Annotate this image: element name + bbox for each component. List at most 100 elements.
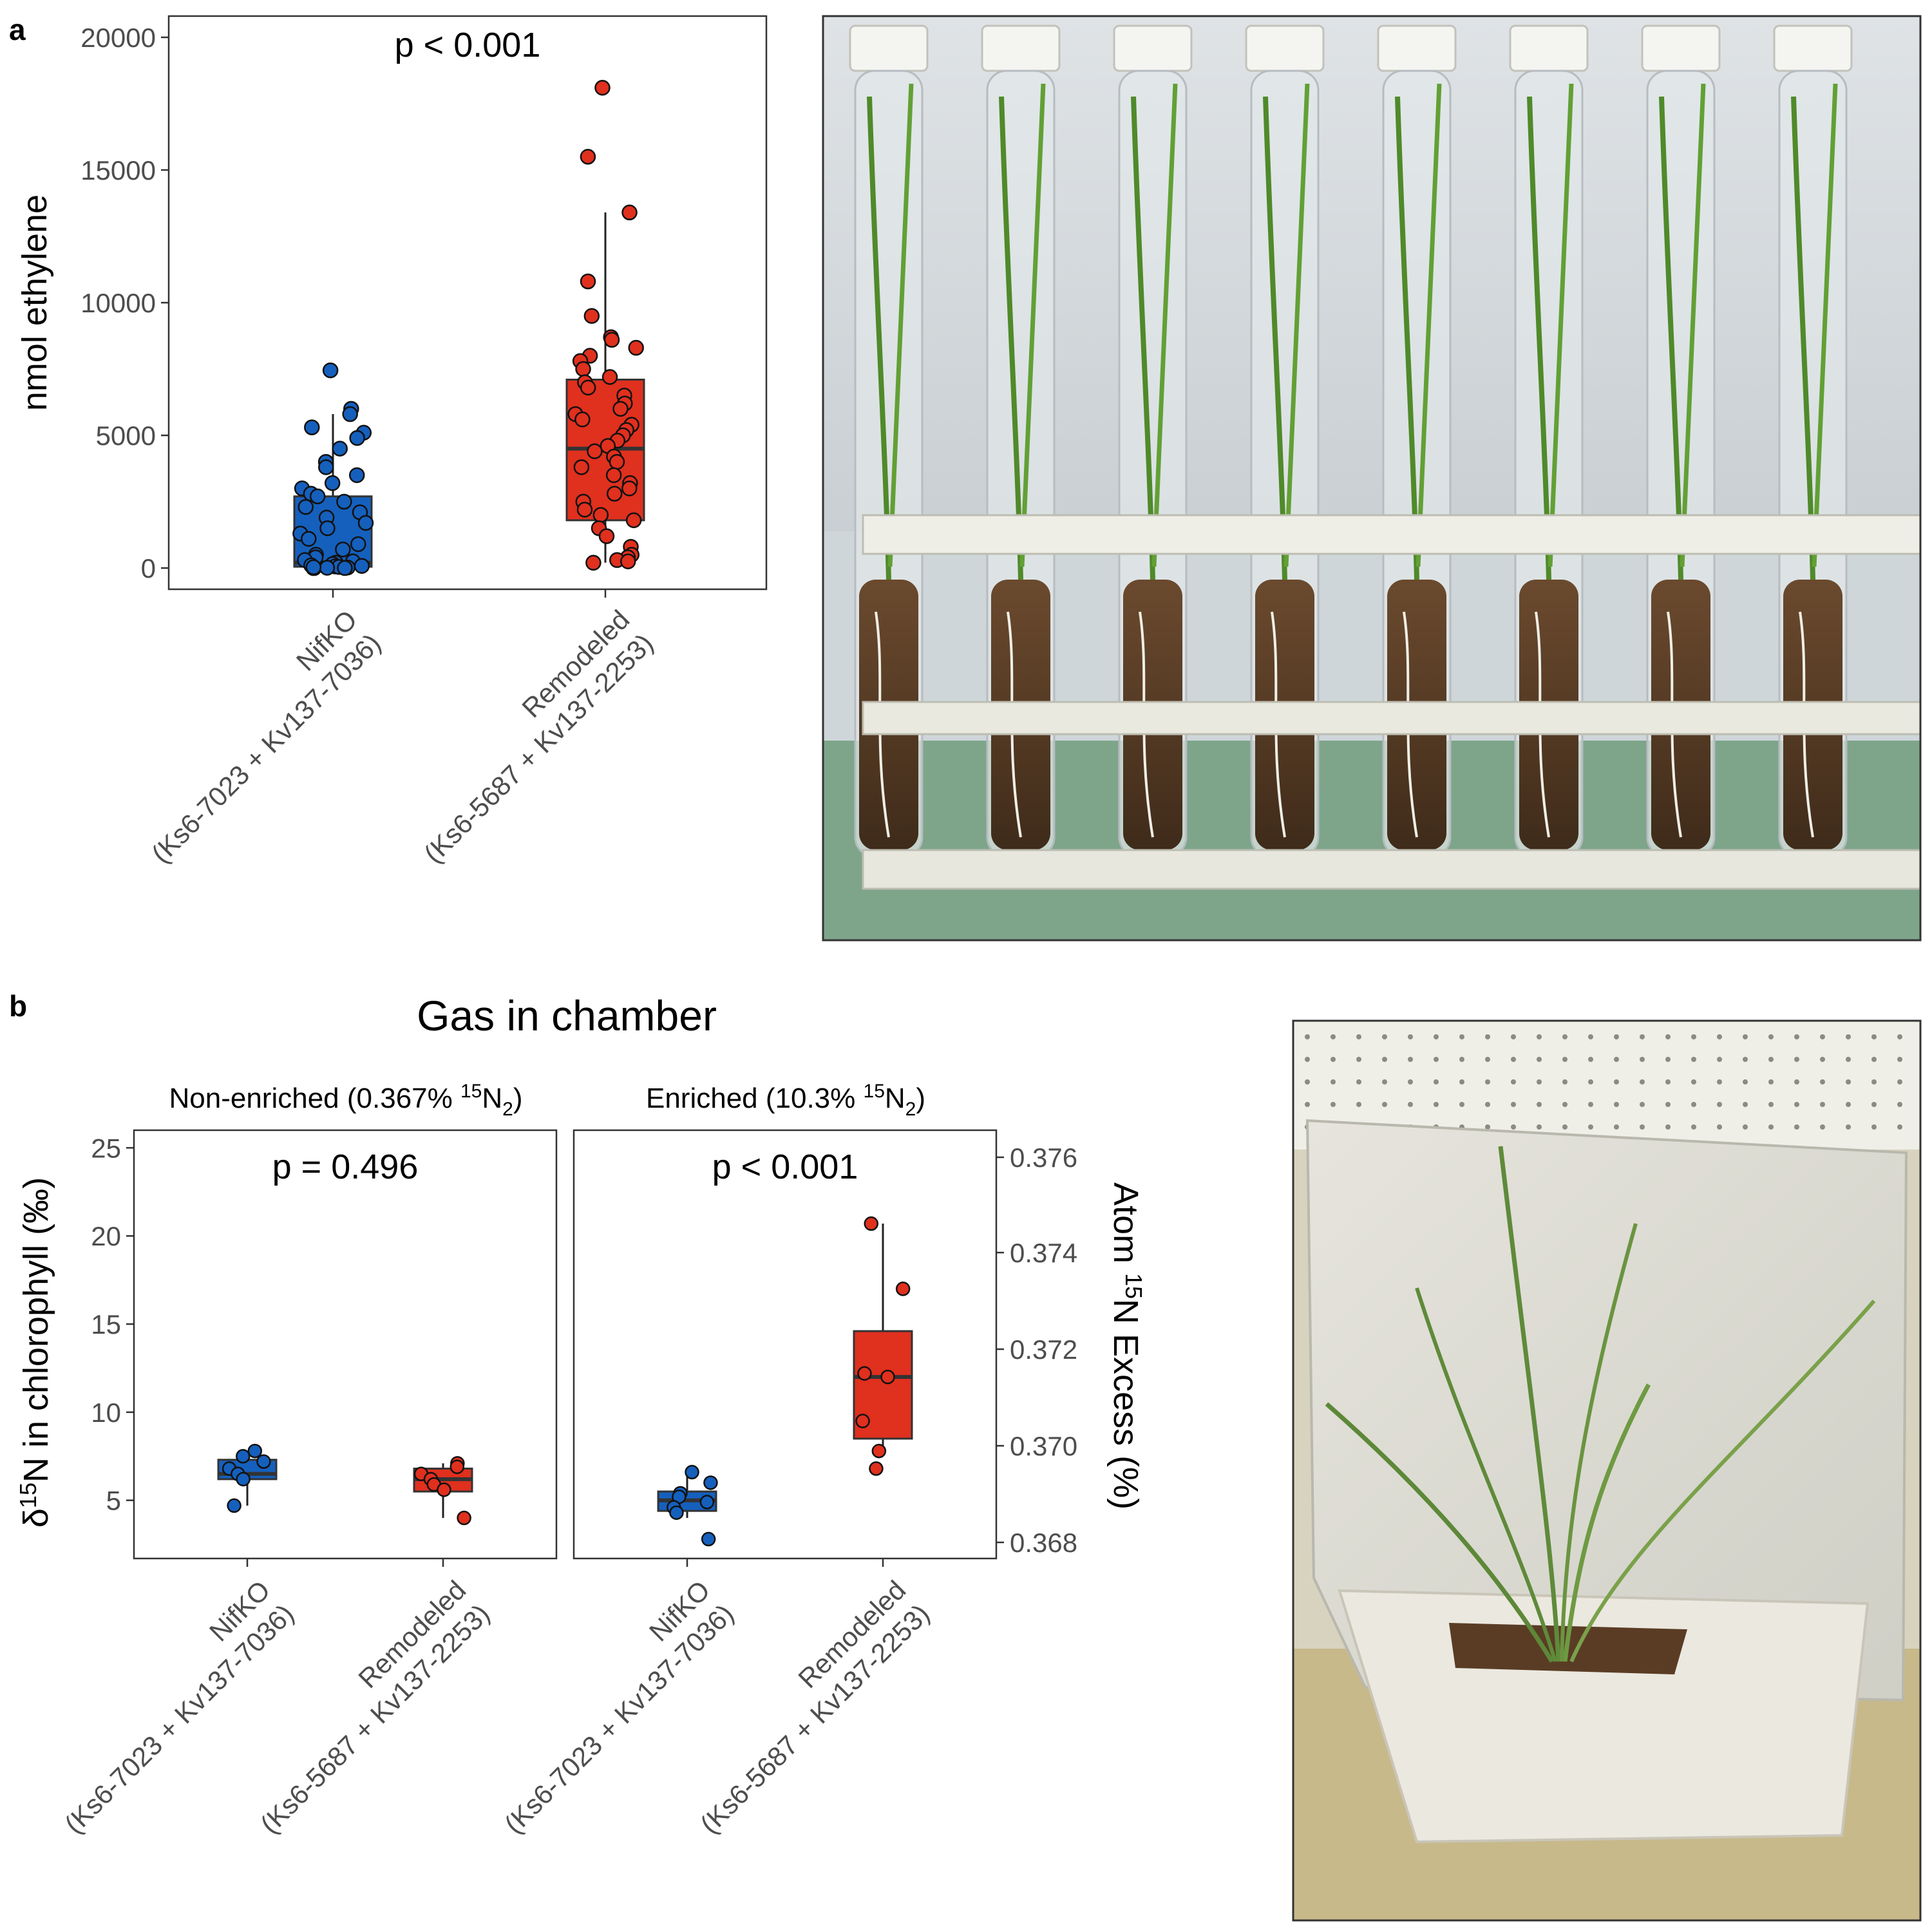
facet-label-non-enriched: Non-enriched (0.367% 15N2) bbox=[169, 1081, 523, 1120]
panel-a-remodeled-point bbox=[574, 412, 591, 428]
panel-a-remodeled-point bbox=[575, 361, 591, 377]
panel-a-x-labels: NifKO(Ks6-7023 + Kv137-7036) Remodeled(Ks… bbox=[122, 589, 659, 869]
panel-b-title: Gas in chamber bbox=[417, 992, 717, 1039]
tube-rack-photo bbox=[822, 15, 1922, 942]
panel-a-nifko-point bbox=[354, 558, 370, 574]
panel-a-remodeled-point bbox=[580, 149, 596, 165]
panel-a-nifko-point bbox=[305, 559, 322, 576]
panel-a-remodeled-point bbox=[601, 369, 618, 385]
panel-a-remodeled-point bbox=[580, 379, 596, 396]
panel-a-nifko-point bbox=[348, 467, 365, 484]
panel-a-remodeled-point bbox=[606, 486, 623, 502]
panel-b-right-y-tick-label: 0.376 bbox=[1010, 1142, 1077, 1173]
panel-a-remodeled-x-label: Remodeled(Ks6-5687 + Kv137-2253) bbox=[394, 604, 659, 869]
panel-b-non-enriched-remodeled-point bbox=[437, 1482, 451, 1497]
panel-a-remodeled-point bbox=[612, 401, 629, 417]
panel-a-nifko-point bbox=[309, 488, 326, 505]
panel-a-remodeled-point bbox=[576, 502, 593, 518]
growth-chamber-photo bbox=[1292, 1019, 1922, 1922]
panel-a-nifko-point bbox=[335, 541, 351, 558]
facet-non-enriched-p-value: p = 0.496 bbox=[272, 1148, 419, 1186]
panel-a-nifko-point bbox=[298, 499, 314, 515]
panel-a-nifko-point bbox=[301, 531, 317, 547]
panel-b-enriched-remodeled-point bbox=[857, 1366, 872, 1381]
panel-a-nifko-point bbox=[349, 430, 365, 446]
panel-a-p-value: p < 0.001 bbox=[395, 26, 541, 64]
panel-b-enriched-remodeled-point bbox=[880, 1369, 895, 1385]
panel-b-right-y-tick-label: 0.372 bbox=[1010, 1334, 1077, 1365]
panel-a-nifko-x-label: NifKO(Ks6-7023 + Kv137-7036) bbox=[122, 604, 386, 869]
panel-a-nifko-point bbox=[332, 440, 348, 457]
panel-b-left-y-tick-label: 20 bbox=[91, 1221, 121, 1251]
panel-a-y-tick-label: 5000 bbox=[96, 421, 156, 451]
panel-a-chart: a p < 0.001 nmol ethylene 0 5000 10000 1500… bbox=[9, 13, 768, 869]
panel-a-nifko-point bbox=[336, 493, 352, 510]
panel-b-enriched-remodeled-point bbox=[871, 1443, 887, 1459]
panel-b-non-enriched-nifko-point bbox=[247, 1443, 263, 1459]
panel-b-enriched-nifko-point bbox=[699, 1495, 715, 1510]
panel-a-remodeled-point bbox=[625, 512, 642, 529]
facet-frame-enriched bbox=[573, 1129, 998, 1560]
panel-a-remodeled-point bbox=[621, 480, 638, 497]
panel-b-enriched-nifko-point bbox=[703, 1475, 718, 1490]
panel-a-nifko-point bbox=[324, 475, 341, 491]
panel-b-enriched-remodeled-point bbox=[864, 1216, 879, 1231]
panel-a-y-tick-label: 15000 bbox=[80, 155, 156, 185]
panel-a-remodeled-point bbox=[580, 273, 596, 290]
panel-a-remodeled-point bbox=[592, 507, 609, 523]
panel-a-nifko-point bbox=[337, 560, 353, 576]
panel-b-non-enriched-remodeled-point bbox=[450, 1459, 465, 1474]
panel-a-y-tick-label: 20000 bbox=[80, 23, 156, 53]
panel-a-remodeled-point bbox=[609, 453, 625, 470]
panel-b-right-y-tick-label: 0.368 bbox=[1010, 1528, 1077, 1558]
panel-b-enriched-remodeled-point bbox=[855, 1414, 870, 1428]
panel-a-remodeled-point bbox=[585, 554, 601, 571]
facet-label-enriched: Enriched (10.3% 15N2) bbox=[646, 1081, 925, 1120]
panel-a-remodeled-point bbox=[605, 467, 622, 484]
panel-a-y-tick-label: 0 bbox=[141, 553, 156, 583]
panel-a-remodeled-point bbox=[628, 339, 644, 356]
panel-a-remodeled-point bbox=[573, 459, 590, 475]
facet-enriched-p-value: p < 0.001 bbox=[712, 1148, 858, 1186]
panel-b-x-labels: NifKO(Ks6-7023 + Kv137-7036) Remodeled(Ks… bbox=[35, 1558, 935, 1839]
panel-b-left-y-tick-label: 10 bbox=[91, 1397, 121, 1428]
panel-a-nifko-point bbox=[342, 406, 358, 422]
panel-a-nifko-point bbox=[322, 362, 339, 379]
panel-b-right-y-tick-label: 0.370 bbox=[1010, 1431, 1077, 1461]
panel-b-non-enriched-nifko-x-label: NifKO(Ks6-7023 + Kv137-7036) bbox=[35, 1575, 299, 1839]
panel-a-letter: a bbox=[9, 13, 26, 46]
panel-b-enriched-remodeled-point bbox=[869, 1461, 884, 1476]
panel-a-remodeled-point bbox=[587, 443, 603, 459]
panel-a-y-ticks: 0 5000 10000 15000 20000 bbox=[80, 23, 169, 583]
facet-frame-non-enriched bbox=[133, 1129, 558, 1560]
panel-b-enriched-nifko-point bbox=[685, 1464, 699, 1480]
panel-b-letter: b bbox=[9, 989, 27, 1023]
panel-b-left-y-tick-label: 25 bbox=[91, 1133, 121, 1163]
panel-b-enriched-nifko-point bbox=[701, 1531, 716, 1547]
panel-a-remodeled-point bbox=[620, 553, 636, 569]
panel-a-nifko-point bbox=[304, 419, 320, 435]
panel-a-remodeled-point bbox=[594, 80, 611, 96]
panel-b-left-y-tick-label: 15 bbox=[91, 1309, 121, 1340]
panel-a-y-tick-label: 10000 bbox=[80, 288, 156, 318]
panel-b-non-enriched-nifko-point bbox=[236, 1449, 251, 1464]
panel-a-nifko-point bbox=[319, 520, 336, 536]
panel-a-nifko-point bbox=[317, 459, 334, 475]
panel-a-remodeled-point bbox=[598, 528, 615, 544]
panel-b-non-enriched-nifko-point bbox=[236, 1472, 251, 1487]
panel-b-y-ticks: 5 10 15 20 25 0.368 0.370 0.372 0.374 0.376 bbox=[91, 1133, 1077, 1558]
panel-a-y-axis-title: nmol ethylene bbox=[15, 194, 54, 411]
panel-b-enriched-nifko-point bbox=[669, 1505, 684, 1520]
panel-a-nifko-point bbox=[319, 560, 336, 576]
panel-b-non-enriched-nifko-point bbox=[227, 1498, 242, 1513]
panel-b-boxes bbox=[217, 1216, 913, 1547]
panel-b-left-y-title: δ15N in chlorophyll (‰) bbox=[15, 1177, 55, 1528]
panel-a-remodeled-point bbox=[583, 308, 600, 324]
panel-a-nifko-point bbox=[357, 515, 374, 531]
panel-b-non-enriched-remodeled-point bbox=[457, 1510, 471, 1526]
panel-a-remodeled-point bbox=[621, 204, 638, 221]
panel-a-boxes bbox=[292, 80, 645, 576]
panel-a-remodeled-point bbox=[603, 332, 620, 348]
panel-b-right-y-tick-label: 0.374 bbox=[1010, 1238, 1077, 1268]
